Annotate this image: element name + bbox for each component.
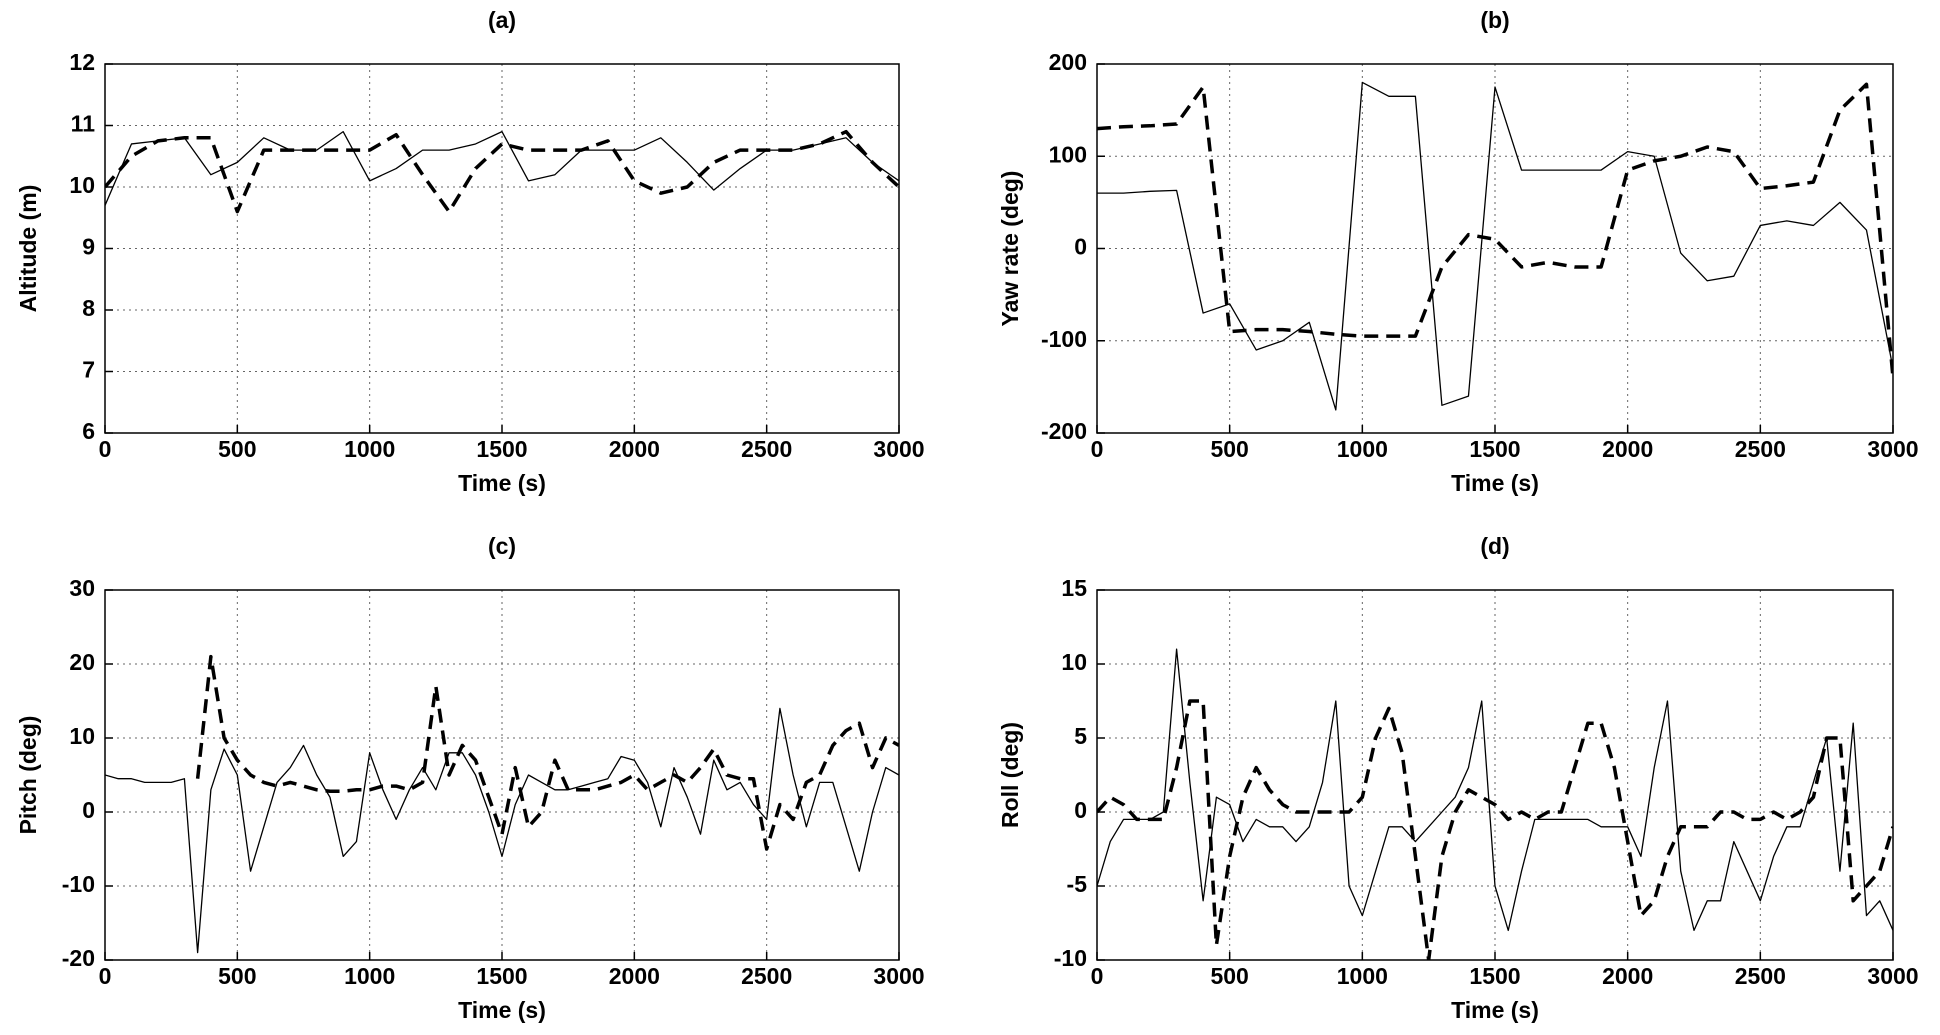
x-tick-label: 500	[1210, 436, 1248, 462]
x-tick-label: 500	[218, 963, 256, 989]
chart-title: (a)	[488, 7, 516, 33]
x-tick-label: 3000	[1867, 436, 1918, 462]
y-axis-label: Roll (deg)	[997, 722, 1023, 828]
y-tick-label: 5	[1074, 723, 1087, 749]
x-tick-label: 1500	[476, 963, 527, 989]
y-tick-label: 0	[1074, 797, 1087, 823]
axes-frame	[104, 589, 900, 961]
x-tick-label: 2500	[1735, 436, 1786, 462]
x-axis-label: Time (s)	[458, 997, 546, 1023]
series-group	[105, 654, 899, 954]
y-tick-label: 6	[82, 418, 95, 444]
y-axis-label: Pitch (deg)	[15, 716, 41, 835]
x-tick-label: 2500	[741, 963, 792, 989]
y-tick-label: 7	[82, 357, 95, 383]
series-group	[1097, 648, 1893, 960]
y-tick-label: 10	[69, 172, 95, 198]
y-tick-label: 10	[69, 723, 95, 749]
x-tick-label: 1000	[1337, 963, 1388, 989]
dashed-line	[195, 654, 899, 851]
y-tick-label: 9	[82, 234, 95, 260]
x-tick-label: 1500	[476, 436, 527, 462]
solid-line	[1097, 81, 1893, 411]
x-tick-label: 1500	[1469, 963, 1520, 989]
x-tick-label: 1500	[1469, 436, 1520, 462]
y-tick-label: 20	[69, 649, 95, 675]
y-tick-label: 11	[71, 111, 96, 137]
y-tick-label: -10	[62, 871, 95, 897]
x-tick-label: 0	[99, 436, 112, 462]
y-tick-label: -200	[1041, 418, 1087, 444]
x-axis-label: Time (s)	[1451, 997, 1539, 1023]
x-tick-label: 500	[218, 436, 256, 462]
dashed-line	[105, 129, 899, 214]
x-tick-label: 2000	[1602, 963, 1653, 989]
y-tick-label: 15	[1061, 575, 1087, 601]
y-tick-label: -100	[1041, 326, 1087, 352]
y-tick-label: 8	[82, 295, 95, 321]
y-tick-label: -20	[62, 945, 95, 971]
y-axis-label: Yaw rate (deg)	[997, 171, 1023, 327]
solid-line	[1097, 648, 1893, 932]
axes-frame	[1096, 63, 1894, 434]
x-axis-label: Time (s)	[1451, 470, 1539, 496]
y-tick-label: 200	[1049, 49, 1087, 75]
chart-title: (b)	[1480, 7, 1509, 33]
series-group	[1097, 81, 1893, 411]
x-tick-label: 0	[99, 963, 112, 989]
x-tick-label: 2500	[741, 436, 792, 462]
x-tick-label: 2000	[1602, 436, 1653, 462]
y-tick-label: 30	[69, 575, 95, 601]
y-tick-label: 0	[82, 797, 95, 823]
x-tick-label: 3000	[873, 436, 924, 462]
x-tick-label: 1000	[344, 436, 395, 462]
x-tick-label: 0	[1091, 963, 1104, 989]
x-tick-label: 2500	[1735, 963, 1786, 989]
chart-title: (d)	[1480, 533, 1509, 559]
x-axis-label: Time (s)	[458, 470, 546, 496]
axes-frame	[104, 63, 900, 434]
y-tick-label: 12	[69, 49, 95, 75]
solid-line	[105, 707, 899, 954]
x-tick-label: 1000	[1337, 436, 1388, 462]
y-tick-label: 0	[1074, 234, 1087, 260]
y-tick-label: 100	[1049, 141, 1087, 167]
axes-frame	[1096, 589, 1894, 961]
y-tick-label: 10	[1061, 649, 1087, 675]
chart-title: (c)	[488, 533, 516, 559]
y-axis-label: Altitude (m)	[15, 185, 41, 313]
x-tick-label: 3000	[1867, 963, 1918, 989]
x-tick-label: 1000	[344, 963, 395, 989]
dashed-line	[1097, 699, 1893, 960]
x-tick-label: 2000	[609, 963, 660, 989]
series-group	[105, 129, 899, 214]
x-tick-label: 3000	[873, 963, 924, 989]
x-tick-label: 2000	[609, 436, 660, 462]
x-tick-label: 500	[1210, 963, 1248, 989]
y-tick-label: -10	[1054, 945, 1087, 971]
y-tick-label: -5	[1067, 871, 1088, 897]
x-tick-label: 0	[1091, 436, 1104, 462]
